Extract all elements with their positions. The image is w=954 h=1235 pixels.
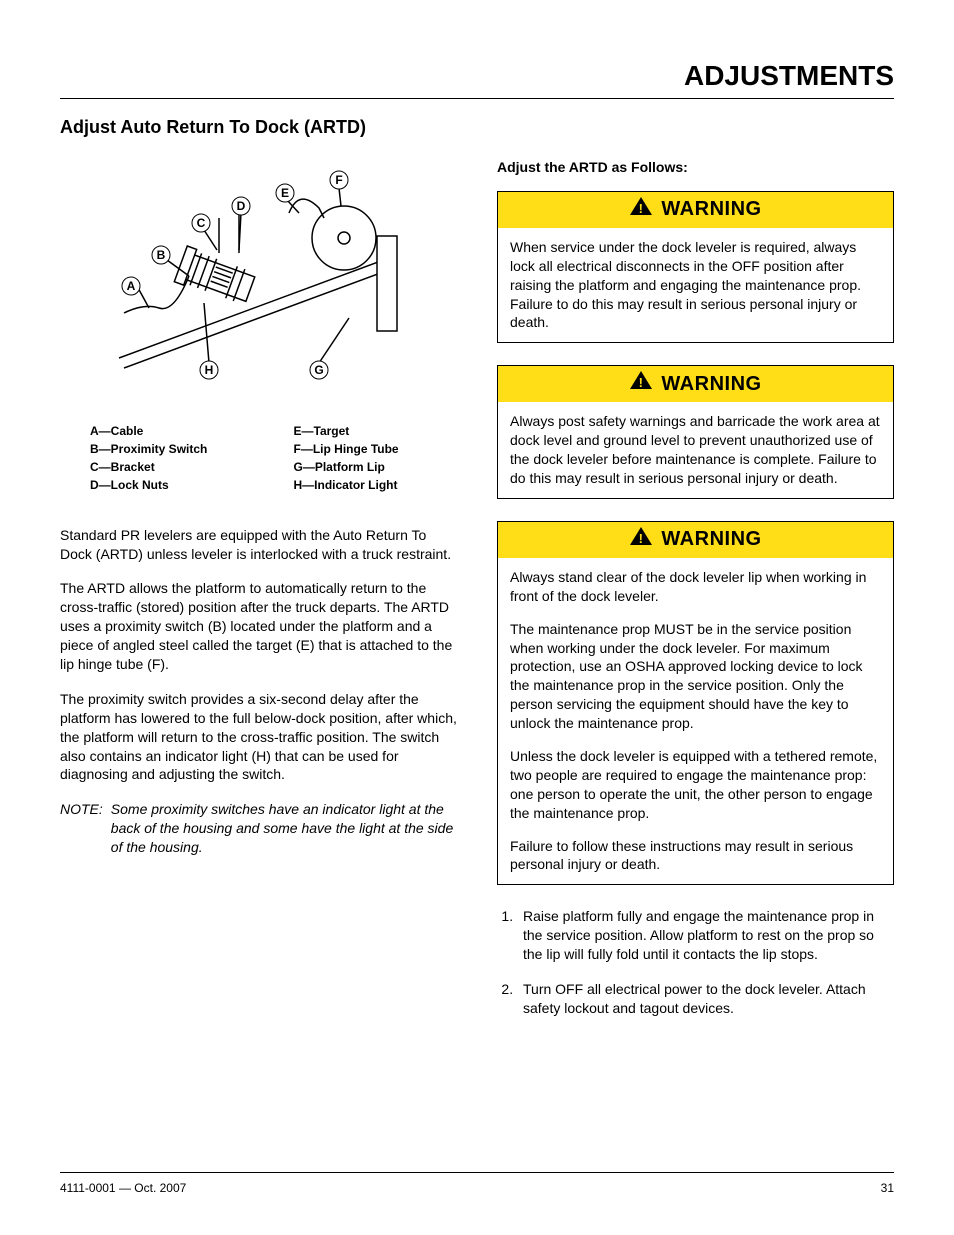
legend-d: D—Lock Nuts [90, 477, 254, 493]
callout-b: B [156, 248, 165, 262]
warning2-p1: Always post safety warnings and barricad… [510, 412, 881, 488]
legend-a: A—Cable [90, 423, 254, 439]
warning-icon: ! [629, 370, 653, 398]
legend-col-left: A—Cable B—Proximity Switch C—Bracket D—L… [90, 423, 254, 496]
warning-label-1: WARNING [661, 196, 761, 223]
svg-text:!: ! [639, 201, 644, 216]
legend-col-right: E—Target F—Lip Hinge Tube G—Platform Lip… [294, 423, 458, 496]
page-header-title: ADJUSTMENTS [60, 60, 894, 99]
warning-header-1: ! WARNING [498, 192, 893, 228]
warning-header-3: ! WARNING [498, 522, 893, 558]
legend-g: G—Platform Lip [294, 459, 458, 475]
legend-e: E—Target [294, 423, 458, 439]
callout-d: D [236, 199, 245, 213]
warning-icon: ! [629, 196, 653, 224]
warning-header-2: ! WARNING [498, 366, 893, 402]
callout-g: G [314, 363, 323, 377]
page-footer: 4111-0001 — Oct. 2007 31 [60, 1172, 894, 1195]
svg-text:!: ! [639, 375, 644, 390]
warning-body-3: Always stand clear of the dock leveler l… [498, 558, 893, 884]
warning-box-1: ! WARNING When service under the dock le… [497, 191, 894, 343]
warning-label-2: WARNING [661, 371, 761, 398]
left-p1: Standard PR levelers are equipped with t… [60, 526, 457, 564]
diagram-legend: A—Cable B—Proximity Switch C—Bracket D—L… [90, 423, 457, 496]
legend-b: B—Proximity Switch [90, 441, 254, 457]
footer-page-number: 31 [881, 1181, 894, 1195]
svg-text:!: ! [639, 531, 644, 546]
step-1: Raise platform fully and engage the main… [517, 907, 894, 964]
callout-e: E [280, 186, 288, 200]
artd-diagram: A B C D E F G H [60, 158, 457, 393]
callout-h: H [204, 363, 213, 377]
diagram-svg: A B C D E F G H [89, 158, 429, 388]
left-p3: The proximity switch provides a six-seco… [60, 690, 457, 784]
callout-c: C [196, 216, 205, 230]
callout-a: A [126, 279, 135, 293]
warning3-p1: Always stand clear of the dock leveler l… [510, 568, 881, 606]
warning3-p3: Unless the dock leveler is equipped with… [510, 747, 881, 823]
warning-body-2: Always post safety warnings and barricad… [498, 402, 893, 498]
note-block: NOTE: Some proximity switches have an in… [60, 800, 457, 857]
warning3-p2: The maintenance prop MUST be in the serv… [510, 620, 881, 733]
left-p2: The ARTD allows the platform to automati… [60, 579, 457, 673]
right-column: Adjust the ARTD as Follows: ! WARNING Wh… [497, 158, 894, 1034]
warning-box-2: ! WARNING Always post safety warnings an… [497, 365, 894, 499]
warning1-p1: When service under the dock leveler is r… [510, 238, 881, 332]
content-columns: A B C D E F G H A—Cable B—Proximity Swit… [60, 158, 894, 1034]
legend-f: F—Lip Hinge Tube [294, 441, 458, 457]
warning-box-3: ! WARNING Always stand clear of the dock… [497, 521, 894, 885]
steps-list: Raise platform fully and engage the main… [517, 907, 894, 1017]
warning-body-1: When service under the dock leveler is r… [498, 228, 893, 342]
callout-f: F [335, 173, 342, 187]
left-column: A B C D E F G H A—Cable B—Proximity Swit… [60, 158, 457, 1034]
legend-c: C—Bracket [90, 459, 254, 475]
note-label: NOTE: [60, 800, 103, 857]
right-heading: Adjust the ARTD as Follows: [497, 158, 894, 177]
note-text: Some proximity switches have an indicato… [111, 800, 457, 857]
step-2: Turn OFF all electrical power to the doc… [517, 980, 894, 1018]
warning-icon: ! [629, 526, 653, 554]
legend-h: H—Indicator Light [294, 477, 458, 493]
warning-label-3: WARNING [661, 526, 761, 553]
footer-left: 4111-0001 — Oct. 2007 [60, 1181, 186, 1195]
warning3-p4: Failure to follow these instructions may… [510, 837, 881, 875]
section-title: Adjust Auto Return To Dock (ARTD) [60, 117, 894, 138]
